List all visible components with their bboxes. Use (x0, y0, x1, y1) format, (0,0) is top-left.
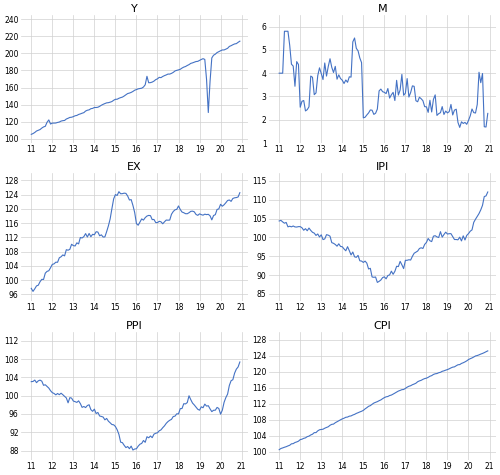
Title: CPI: CPI (374, 321, 391, 331)
Title: M: M (378, 4, 387, 14)
Title: EX: EX (127, 162, 142, 172)
Title: Y: Y (131, 4, 138, 14)
Title: IPI: IPI (376, 162, 389, 172)
Title: PPI: PPI (126, 321, 142, 331)
